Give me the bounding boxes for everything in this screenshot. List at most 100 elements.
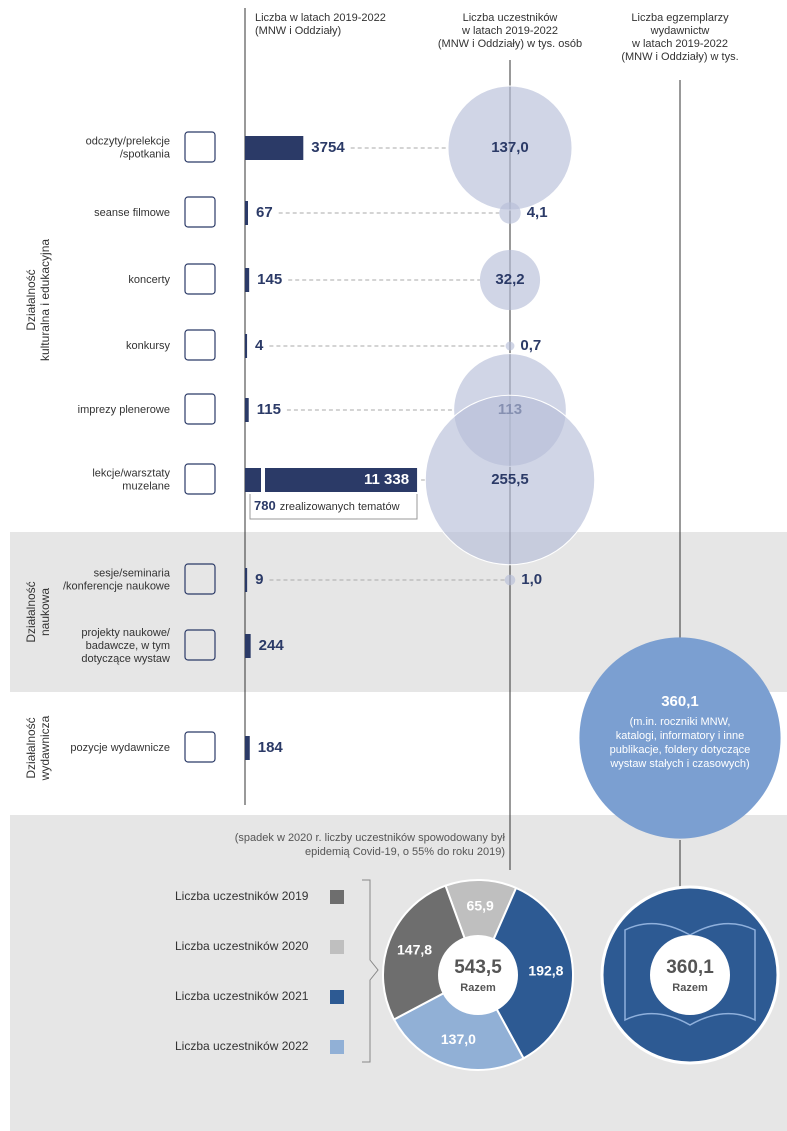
note-text: zrealizowanych tematów	[280, 501, 400, 513]
legend-label: Liczba uczestników 2019	[175, 889, 309, 903]
total-value: 543,5	[454, 957, 502, 978]
slice-label: 65,9	[467, 898, 494, 914]
icons	[184, 131, 216, 763]
publications-desc: publikacje, foldery dotyczące	[610, 744, 751, 756]
bubble	[499, 202, 521, 224]
row-icon	[184, 463, 216, 495]
bubble	[479, 249, 541, 311]
pie-slice	[392, 973, 525, 1071]
count-label: 184	[258, 739, 284, 756]
column-header: (MNW i Oddziały)	[255, 25, 341, 37]
column-header: Liczba w latach 2019-2022	[255, 12, 386, 24]
row-label: /spotkania	[120, 148, 171, 160]
row-icon	[184, 263, 216, 295]
row-label: lekcje/warsztaty	[92, 467, 170, 479]
bubble-label: 137,0	[491, 139, 529, 156]
bar	[245, 398, 249, 422]
row-icon	[184, 329, 216, 361]
row-label: /konferencje naukowe	[63, 580, 170, 592]
column-header: (MNW i Oddziały) w tys.	[621, 51, 738, 63]
total-caption: Razem	[460, 982, 496, 994]
bubble-label: 1,0	[521, 571, 542, 588]
section-label: kulturalna i edukacyjna	[38, 239, 52, 361]
section-label: Działalność	[24, 717, 38, 778]
pub-total-value: 360,1	[666, 957, 714, 978]
pie-center	[438, 935, 518, 1015]
pie-slice	[444, 879, 518, 978]
bar	[245, 736, 250, 760]
publications-desc: katalogi, informatory i inne	[616, 730, 744, 742]
book-outline	[624, 922, 756, 1026]
bubble-label: 4,1	[527, 204, 548, 221]
bubble	[424, 394, 596, 566]
row-label: sesje/seminaria	[94, 567, 171, 579]
legend-swatch	[330, 990, 344, 1004]
pie-slice	[476, 886, 574, 1060]
note-bracket	[249, 494, 418, 520]
row-label: odczyty/prelekcje	[86, 135, 170, 147]
section-label: Działalność	[24, 269, 38, 330]
bubble-label: 255,5	[491, 471, 529, 488]
bar	[245, 468, 418, 492]
row-label: koncerty	[128, 274, 170, 286]
note-value: 780	[254, 498, 276, 513]
pub-total-caption: Razem	[672, 982, 708, 994]
row-icon	[184, 393, 216, 425]
bubble	[505, 341, 515, 351]
note: 780 zrealizowanych tematów	[254, 498, 400, 513]
count-label: 115	[257, 401, 281, 418]
hatch	[247, 468, 261, 492]
column-header: wydawnictw	[650, 25, 710, 37]
summary-note: (spadek w 2020 r. liczby uczestników spo…	[235, 832, 506, 844]
bar	[245, 268, 250, 292]
bubble-label: 0,7	[520, 337, 541, 354]
row-label: badawcze, w tym	[86, 640, 170, 652]
publications-desc: wystaw stałych i czasowych)	[609, 758, 749, 770]
bubble	[504, 574, 516, 586]
row-icon	[184, 563, 216, 595]
summary-note: epidemią Covid-19, o 55% do roku 2019)	[305, 846, 505, 858]
count-label: 244	[259, 637, 285, 654]
bar	[245, 136, 304, 160]
row-label: pozycje wydawnicze	[70, 742, 170, 754]
bubble-label: 32,2	[495, 271, 524, 288]
count-label: 11 338	[364, 471, 409, 488]
legend-bracket	[362, 879, 379, 1063]
row-icon	[184, 731, 216, 763]
section-label: Działalność	[24, 581, 38, 642]
publications-value: 360,1	[661, 693, 699, 710]
slice-label: 192,8	[528, 963, 563, 979]
row-icon	[184, 131, 216, 163]
bar	[245, 634, 251, 658]
count-label: 3754	[311, 139, 345, 156]
slice-label: 147,8	[397, 941, 432, 957]
row-label: projekty naukowe/	[81, 627, 171, 639]
count-label: 4	[255, 337, 264, 354]
publications-bubble	[579, 637, 781, 839]
pub-center	[650, 935, 730, 1015]
section-label: wydawnicza	[38, 715, 52, 781]
row-label: imprezy plenerowe	[78, 404, 170, 416]
row-label: muzelane	[122, 480, 170, 492]
count-label: 145	[257, 271, 282, 288]
row-label: dotyczące wystaw	[81, 653, 170, 665]
publications-desc: (m.in. roczniki MNW,	[630, 716, 731, 728]
column-header: (MNW i Oddziały) w tys. osób	[438, 38, 582, 50]
column-header: Liczba egzemplarzy	[631, 12, 729, 24]
legend-label: Liczba uczestników 2020	[175, 939, 309, 953]
legend-swatch	[330, 940, 344, 954]
legend-label: Liczba uczestników 2022	[175, 1039, 309, 1053]
column-header: w latach 2019-2022	[631, 38, 728, 50]
legend-swatch	[330, 890, 344, 904]
count-label: 9	[255, 571, 263, 588]
section-label: naukowa	[38, 588, 52, 636]
bar	[245, 201, 249, 225]
row-icon	[184, 196, 216, 228]
legend-swatch	[330, 1040, 344, 1054]
row-icon	[184, 629, 216, 661]
row-label: konkursy	[126, 340, 171, 352]
bar	[245, 568, 248, 592]
legend-label: Liczba uczestników 2021	[175, 989, 309, 1003]
bar-gap	[261, 468, 265, 492]
